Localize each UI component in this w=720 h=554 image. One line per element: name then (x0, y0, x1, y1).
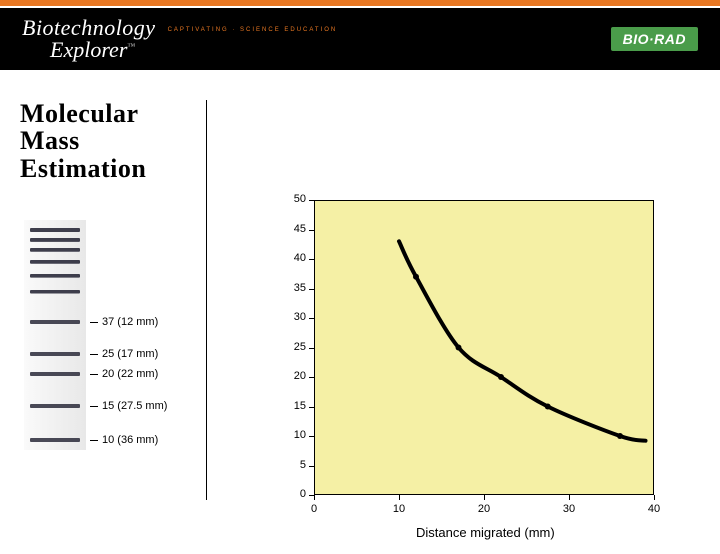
gel-lane: 37 (12 mm)25 (17 mm)20 (22 mm)15 (27.5 m… (24, 220, 86, 450)
gel-band-tick (90, 440, 98, 441)
content-area: Molecular Mass Estimation 37 (12 mm)25 (… (0, 78, 720, 182)
vertical-rule (206, 100, 207, 500)
gel-band-label: 25 (17 mm) (102, 348, 158, 360)
gel-band-label: 10 (36 mm) (102, 434, 158, 446)
brand-logo-left: Biotechnology CAPTIVATING · SCIENCE EDUC… (22, 17, 337, 61)
biorad-logo: BIO·RAD (611, 27, 698, 51)
header-bar: Biotechnology CAPTIVATING · SCIENCE EDUC… (0, 0, 720, 78)
gel-band-tick (90, 354, 98, 355)
title-line2: Mass (20, 127, 700, 154)
gel-image (24, 220, 86, 450)
calibration-chart: 05101520253035404550010203040Distance mi… (278, 194, 680, 554)
orange-accent (0, 0, 720, 6)
gel-band-tick (90, 406, 98, 407)
trademark: ™ (127, 42, 135, 51)
page-title: Molecular Mass Estimation (20, 100, 700, 182)
gel-band-label: 15 (27.5 mm) (102, 400, 167, 412)
gel-band-label: 37 (12 mm) (102, 316, 158, 328)
title-line3: Estimation (20, 155, 700, 182)
gel-band-label: 20 (22 mm) (102, 368, 158, 380)
gel-band-tick (90, 322, 98, 323)
brand-sub: CAPTIVATING · SCIENCE EDUCATION (168, 27, 338, 33)
black-header: Biotechnology CAPTIVATING · SCIENCE EDUC… (0, 8, 720, 70)
gel-band-tick (90, 374, 98, 375)
title-line1: Molecular (20, 100, 700, 127)
brand-line2: Explorer (50, 37, 127, 62)
chart-svg (278, 194, 680, 554)
